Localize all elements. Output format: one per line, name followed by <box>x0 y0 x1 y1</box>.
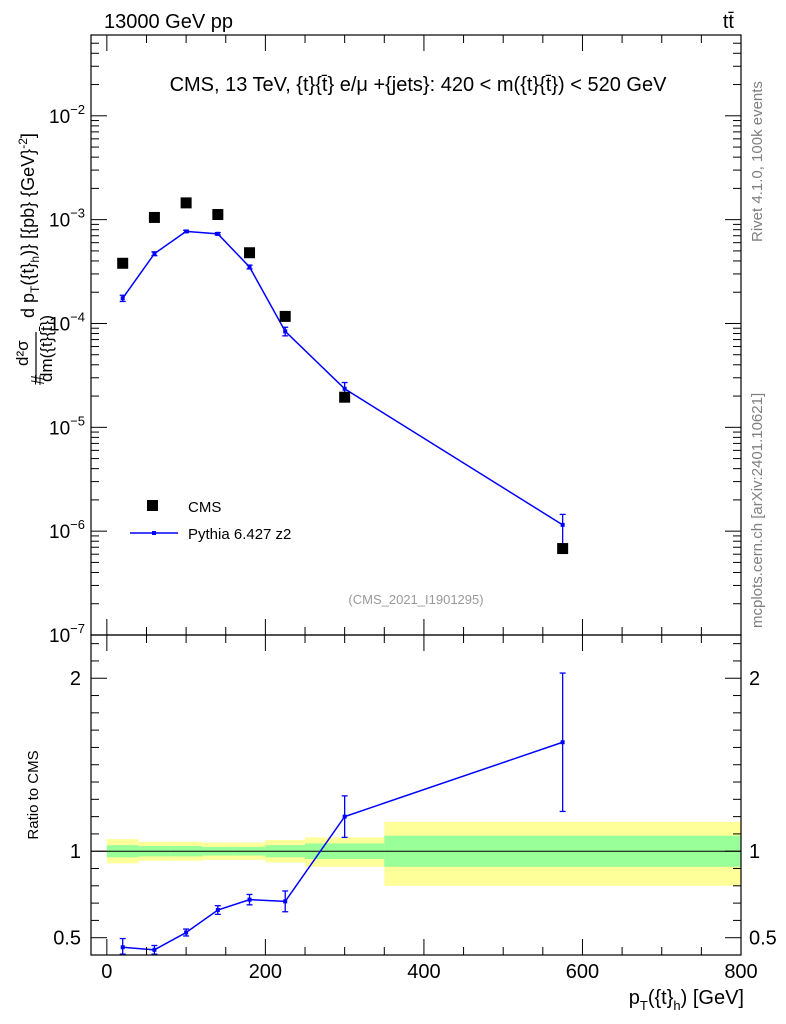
main-panel: 10−7 10−6 10−5 10−4 10−3 10−2 CMS, 13 TeV, {t… <box>13 34 742 647</box>
ratio-y-tick-label-right: 0.5 <box>749 928 777 950</box>
ylabel-frac-denominator: dm({t}{t̄}) <box>37 315 56 382</box>
legend-cms-marker <box>147 500 158 511</box>
main-y-tick-label: 10−2 <box>49 102 85 128</box>
pythia-point <box>215 231 220 236</box>
ratio-x-tick-label: 0 <box>101 961 112 983</box>
xlabel-tail: ) [GeV] <box>681 987 744 1009</box>
main-y-tick-label: 10−6 <box>49 517 85 543</box>
cms-point <box>279 310 291 322</box>
main-y-tick-labels: 10−7 10−6 10−5 10−4 10−3 10−2 <box>49 102 85 647</box>
main-y-ticks <box>91 34 741 636</box>
ratio-point <box>120 945 125 950</box>
ratio-y-tick-label-right: 1 <box>749 841 760 863</box>
cms-point <box>339 391 351 403</box>
cms-point <box>212 209 224 221</box>
ylabel-fraction-numerator-wrap: d²σ <box>13 340 32 366</box>
ratio-x-tick-label: 200 <box>249 961 282 983</box>
main-y-tick-label: 10−7 <box>49 621 85 647</box>
ratio-y-tick-label: 2 <box>70 668 81 690</box>
ratio-point <box>247 897 252 902</box>
ratio-x-tick-label: 400 <box>407 961 440 983</box>
ylabel-rest: d pT({t}h)} [{pb} {GeV}-2] <box>16 133 42 318</box>
ratio-point <box>215 908 220 913</box>
cms-point <box>557 543 569 555</box>
main-y-axis-title: # <box>28 375 48 385</box>
ratio-y-tick-label-right: 2 <box>749 668 760 690</box>
ratio-point <box>283 899 288 904</box>
main-x-ticks <box>106 35 742 635</box>
cms-point <box>117 257 129 269</box>
ylabel-sup: -2 <box>16 138 30 149</box>
ratio-point <box>152 947 157 952</box>
analysis-id-watermark: (CMS_2021_I1901295) <box>348 592 483 607</box>
mcplots-source-note: mcplots.cern.ch [arXiv:2401.10621] <box>749 393 766 628</box>
process-label: 13000 GeV pp <box>104 11 233 33</box>
ratio-x-tick-label: 600 <box>566 961 599 983</box>
ratio-x-ticks <box>106 635 742 955</box>
ratio-panel: 0.5 0.5 1 1 2 2 0 200 400 600 800 Ratio to CMS pT… <box>25 634 777 1013</box>
ratio-x-tick-labels: 0 200 400 600 800 <box>101 961 757 983</box>
pythia-point <box>283 329 288 334</box>
final-state-label: tt̄ <box>723 11 735 33</box>
ylabel-after-sub1: ({t} <box>18 263 38 286</box>
xlabel-sub1: T <box>640 998 648 1013</box>
main-y-tick-label: 10−4 <box>49 309 85 335</box>
ratio-y-tick-label: 0.5 <box>53 928 81 950</box>
pythia-point <box>152 251 157 256</box>
cms-point <box>148 211 160 223</box>
main-y-tick-label: 10−5 <box>49 413 85 439</box>
ylabel-close: ] <box>18 133 38 138</box>
ratio-y-tick-label: 1 <box>70 841 81 863</box>
legend: CMS Pythia 6.427 z2 <box>130 499 291 543</box>
ratio-series <box>119 672 566 955</box>
ylabel-rest-wrap: d pT({t}h)} [{pb} {GeV}-2] <box>16 133 42 318</box>
ratio-y-tick-labels: 0.5 0.5 1 1 2 2 <box>53 668 777 949</box>
ylabel-tail: )} [{pb} {GeV} <box>18 149 38 256</box>
pythia-point <box>120 296 125 301</box>
xlabel-main: p <box>629 987 640 1009</box>
rivet-version-note: Rivet 4.1.0, 100k events <box>749 81 766 242</box>
ratio-frame <box>90 634 742 956</box>
main-y-tick-label: 10−3 <box>49 206 85 232</box>
ratio-point <box>184 930 189 935</box>
pythia-point <box>247 264 252 269</box>
svg-text:#: # <box>28 375 48 385</box>
ratio-point <box>342 814 347 819</box>
x-axis-title: pT({t}h) [GeV] <box>629 987 744 1013</box>
pythia-point <box>560 522 565 527</box>
ylabel-sub1: T <box>28 285 42 293</box>
ratio-x-tick-label: 800 <box>724 961 757 983</box>
ylabel-fraction-denominator-wrap: dm({t}{t̄}) <box>37 315 56 382</box>
ratio-line <box>122 741 563 951</box>
pythia-line <box>122 230 564 526</box>
ratio-y-axis-title: Ratio to CMS <box>25 750 42 839</box>
xlabel-mid: ({t} <box>648 987 674 1009</box>
legend-cms-label: CMS <box>188 499 221 516</box>
ratio-y-ticks <box>91 643 741 939</box>
main-frame <box>90 34 742 636</box>
ylabel-prefix: # <box>28 375 48 385</box>
pythia-point <box>184 229 189 234</box>
main-series <box>117 197 569 555</box>
xlabel-sub2: h <box>673 998 680 1013</box>
legend-pythia-marker <box>152 531 156 535</box>
cms-point <box>244 247 256 259</box>
chart-title: CMS, 13 TeV, {t}{t̄} e/μ +{jets}: 420 < … <box>170 74 668 96</box>
ylabel-sub2: h <box>28 256 42 263</box>
pythia-point <box>342 386 347 391</box>
ylabel-frac-numerator: d²σ <box>13 340 32 366</box>
ratio-point <box>560 740 565 745</box>
legend-pythia-label: Pythia 6.427 z2 <box>188 526 291 543</box>
ratio-uncertainty-bands <box>106 821 741 886</box>
cms-point <box>180 197 192 209</box>
ylabel-middle: d p <box>18 293 38 318</box>
